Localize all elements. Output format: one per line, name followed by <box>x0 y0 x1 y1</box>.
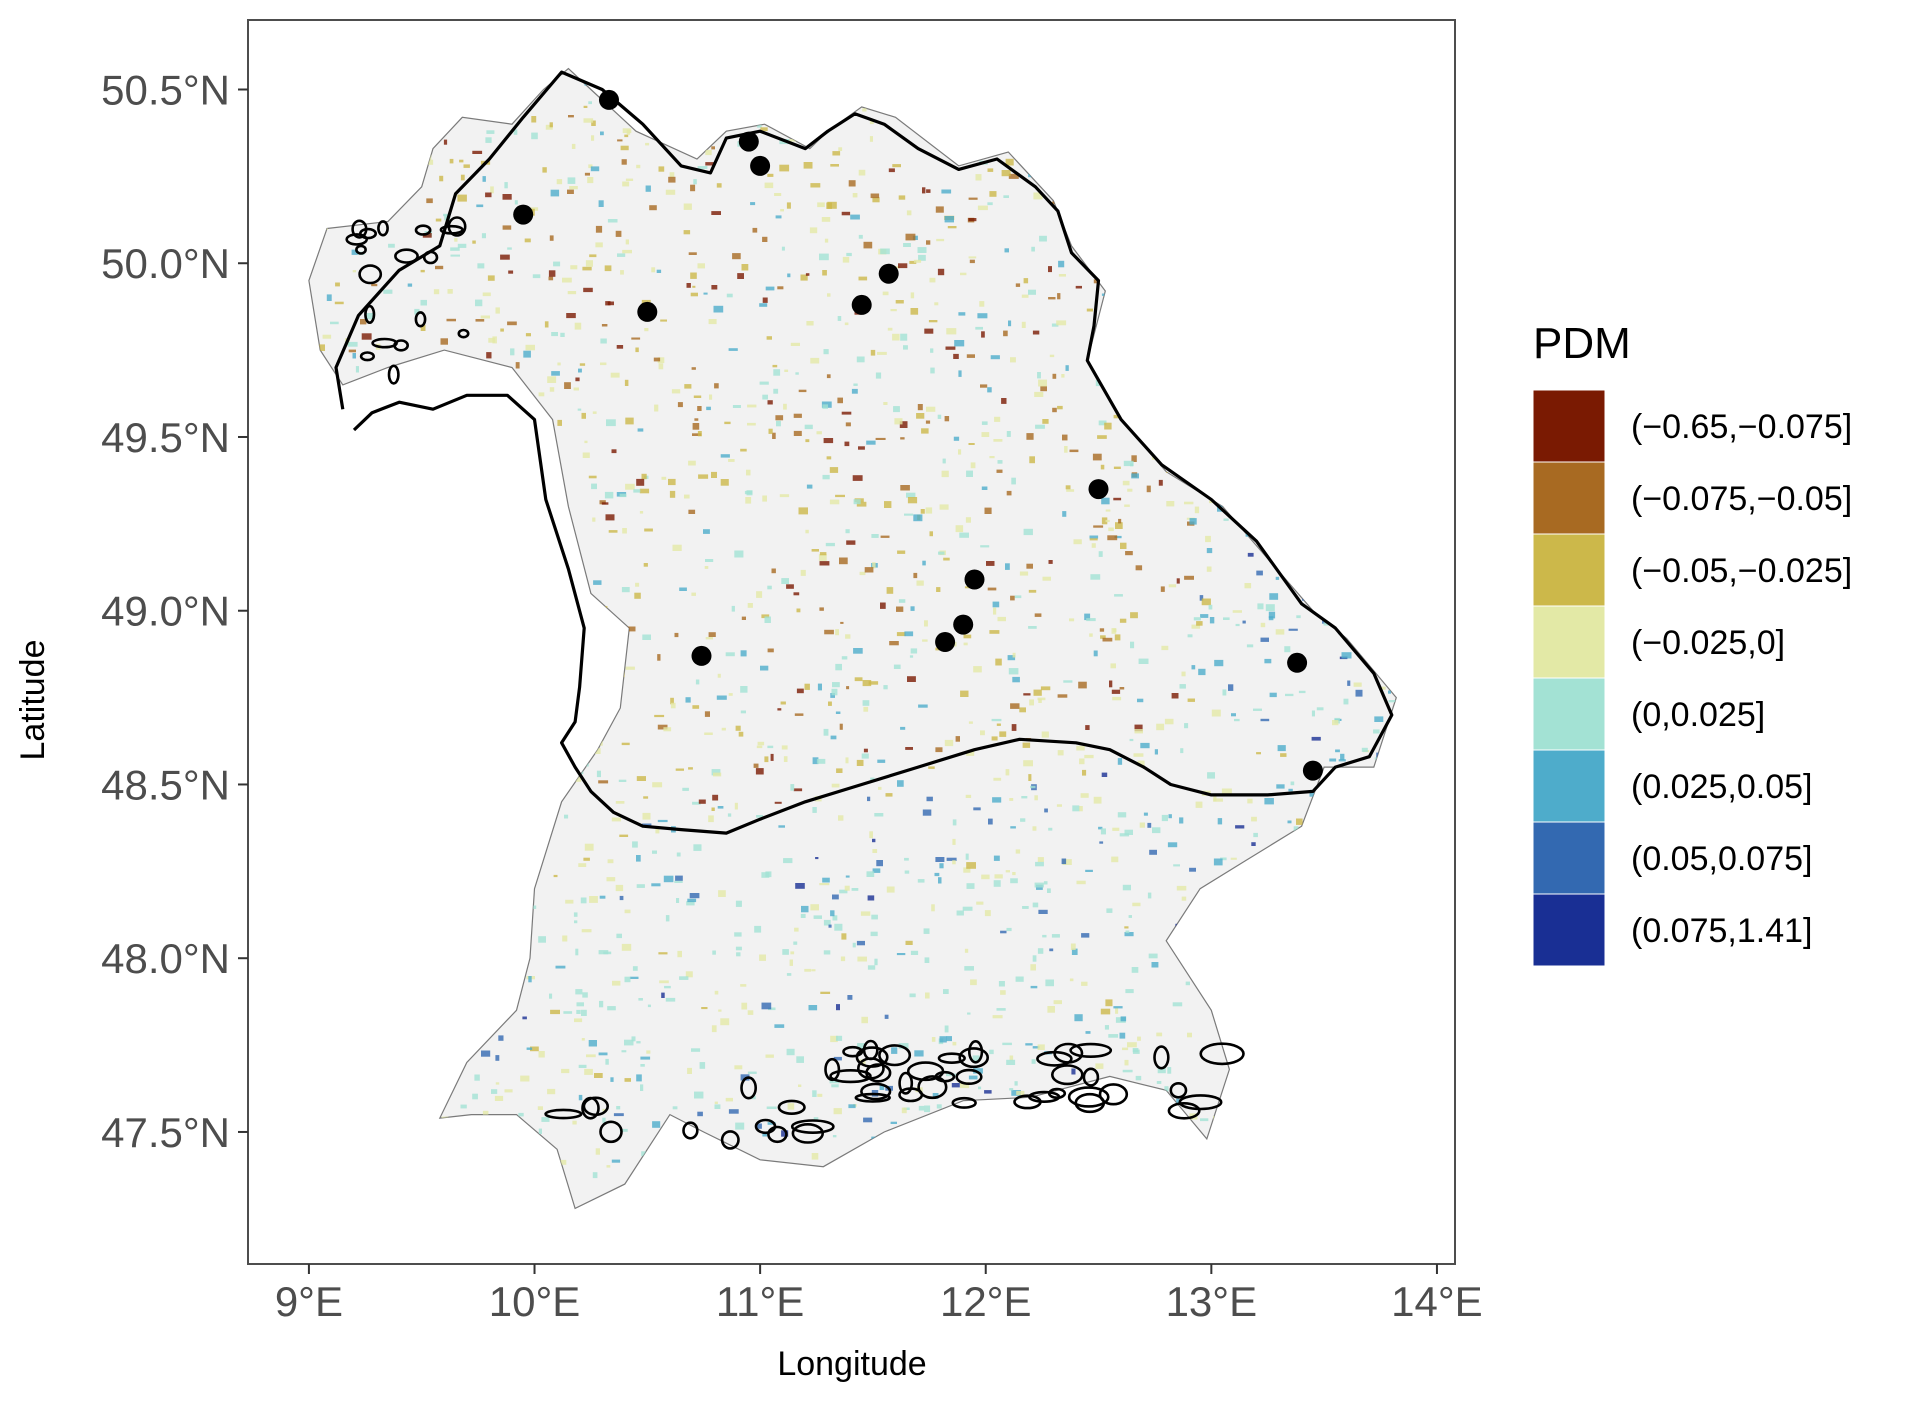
subregion-boundary <box>334 70 1394 835</box>
legend-label: (0.05,0.075] <box>1631 840 1812 878</box>
legend-key <box>1532 461 1606 535</box>
legend-label: (−0.025,0] <box>1631 624 1785 662</box>
station-point-14 <box>1302 760 1323 781</box>
y-tick-label: 50.5°N <box>101 66 230 113</box>
y-tick-label: 48.5°N <box>101 761 230 808</box>
alpine-area-outlines <box>544 1039 1245 1150</box>
legend-label: (−0.65,−0.075] <box>1631 408 1852 446</box>
station-point-5 <box>878 263 899 284</box>
station-point-3 <box>750 155 771 176</box>
legend-label: (0,0.025] <box>1631 696 1765 734</box>
station-point-2 <box>738 131 759 152</box>
map-panel <box>247 19 1456 1265</box>
x-axis-title: Longitude <box>777 1345 926 1383</box>
legend-key <box>1532 605 1606 679</box>
station-points <box>513 89 1323 781</box>
legend-label: (0.025,0.05] <box>1631 768 1812 806</box>
station-point-7 <box>637 301 658 322</box>
y-tick-label: 47.5°N <box>101 1109 230 1156</box>
legend-label: (−0.05,−0.025] <box>1631 552 1852 590</box>
x-axis: 9°E 10°E 11°E 12°E 13°E 14°E <box>275 1264 1483 1325</box>
x-tick-label: 11°E <box>716 1278 804 1325</box>
legend-label: (0.075,1.41] <box>1631 912 1812 950</box>
legend-key <box>1532 533 1606 607</box>
legend-key <box>1532 389 1606 463</box>
legend: PDM (−0.65,−0.075] (−0.075,−0.05] (−0.05,−… <box>1532 319 1852 967</box>
station-point-13 <box>1287 652 1308 673</box>
x-tick-label: 13°E <box>1166 1278 1258 1325</box>
y-tick-label: 50.0°N <box>101 240 230 287</box>
station-point-4 <box>513 204 534 225</box>
x-tick-label: 14°E <box>1391 1278 1483 1325</box>
legend-key <box>1532 893 1606 967</box>
station-point-6 <box>851 294 872 315</box>
y-axis: 47.5°N 48.0°N 48.5°N 49.0°N 49.5°N 50.0°N 50.5… <box>101 66 248 1156</box>
y-tick-label: 49.0°N <box>101 588 230 635</box>
x-tick-label: 10°E <box>489 1278 581 1325</box>
y-tick-label: 48.0°N <box>101 935 230 982</box>
panel-border <box>247 19 1456 1265</box>
y-axis-title: Latitude <box>14 640 52 761</box>
legend-key <box>1532 821 1606 895</box>
station-point-11 <box>935 632 956 652</box>
station-point-12 <box>691 645 712 666</box>
x-tick-label: 12°E <box>940 1278 1032 1325</box>
station-point-9 <box>964 569 985 590</box>
legend-key <box>1532 677 1606 751</box>
legend-title: PDM <box>1533 319 1631 368</box>
legend-key <box>1532 749 1606 823</box>
x-tick-label: 9°E <box>275 1278 343 1325</box>
station-point-10 <box>953 614 974 635</box>
western-valley-outlines <box>345 216 470 385</box>
station-point-1 <box>599 89 619 110</box>
station-point-8 <box>1088 479 1109 500</box>
y-tick-label: 49.5°N <box>101 414 230 461</box>
legend-label: (−0.075,−0.05] <box>1631 480 1852 518</box>
